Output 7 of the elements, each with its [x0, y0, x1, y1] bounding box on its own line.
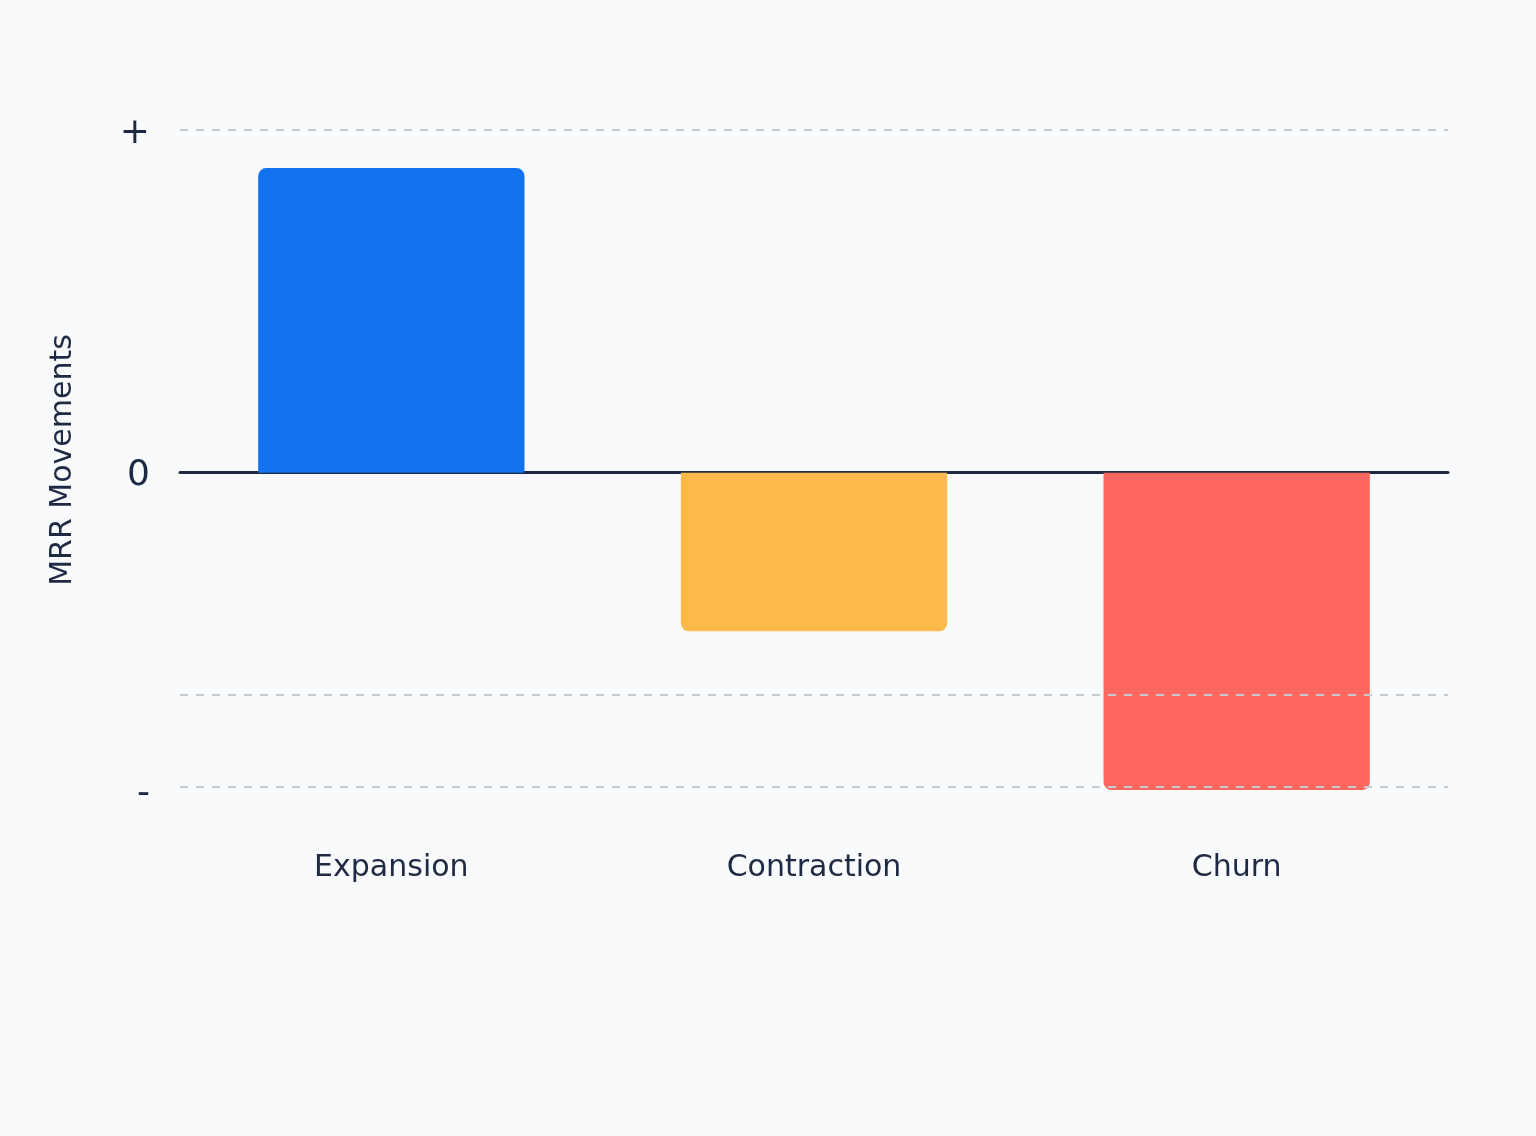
text: - — [137, 769, 150, 811]
text: + — [119, 109, 150, 151]
y-axis-title: MRR Movements — [42, 334, 78, 586]
x-tick-label: Churn — [1191, 847, 1282, 883]
text: 0 — [127, 452, 150, 494]
x-tick-label: Expansion — [314, 847, 469, 883]
x-tick-label: Contraction — [726, 847, 902, 883]
